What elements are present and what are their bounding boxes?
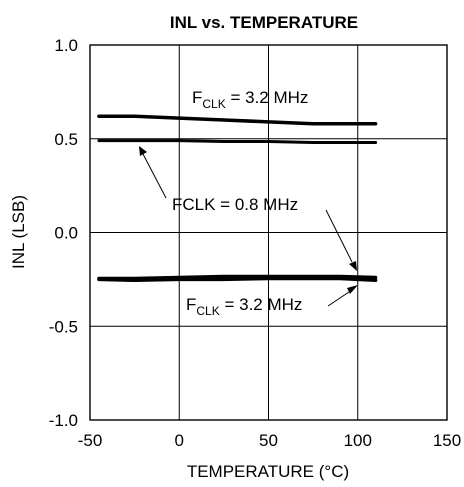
leader-to-3-2-lower <box>327 289 353 307</box>
x-tick-label: 50 <box>259 431 278 450</box>
series-line-2 <box>97 139 378 144</box>
grid <box>90 45 447 420</box>
x-tick-label: 150 <box>433 431 461 450</box>
y-tick-label: 1.0 <box>54 36 78 55</box>
series-line-1 <box>97 114 378 126</box>
annotation-fclk-0-8-mhz: FCLK = 0.8 MHz <box>172 195 298 214</box>
x-axis-label: TEMPERATURE (°C) <box>187 462 349 481</box>
y-tick-label: -1.0 <box>49 411 78 430</box>
x-tick-label: -50 <box>78 431 103 450</box>
leader-to-0-8-lower <box>325 209 353 263</box>
y-tick-label: -0.5 <box>49 317 78 336</box>
chart-title: INL vs. TEMPERATURE <box>170 13 358 32</box>
series-line-4 <box>97 276 378 283</box>
x-tick-label: 100 <box>344 431 372 450</box>
annotation-fclk-3-2-mhz-top: FCLK = 3.2 MHz <box>192 88 308 111</box>
arrowhead-0-8-upper <box>139 146 147 156</box>
tick-labels: 1.0 0.5 0.0 -0.5 -1.0-50 0 50 100 150 <box>49 36 461 450</box>
arrowhead-0-8-lower <box>349 261 357 271</box>
leader-to-0-8-upper <box>142 153 167 199</box>
y-tick-label: 0.0 <box>54 224 78 243</box>
y-axis-label: INL (LSB) <box>9 195 28 269</box>
x-tick-label: 0 <box>175 431 184 450</box>
annotation-fclk-3-2-mhz-bottom: FCLK = 3.2 MHz <box>186 295 302 318</box>
series-line-3 <box>97 274 378 281</box>
y-tick-label: 0.5 <box>54 130 78 149</box>
series-layer <box>97 114 378 283</box>
arrowhead-3-2-lower <box>347 285 358 294</box>
plot-frame <box>89 44 448 421</box>
